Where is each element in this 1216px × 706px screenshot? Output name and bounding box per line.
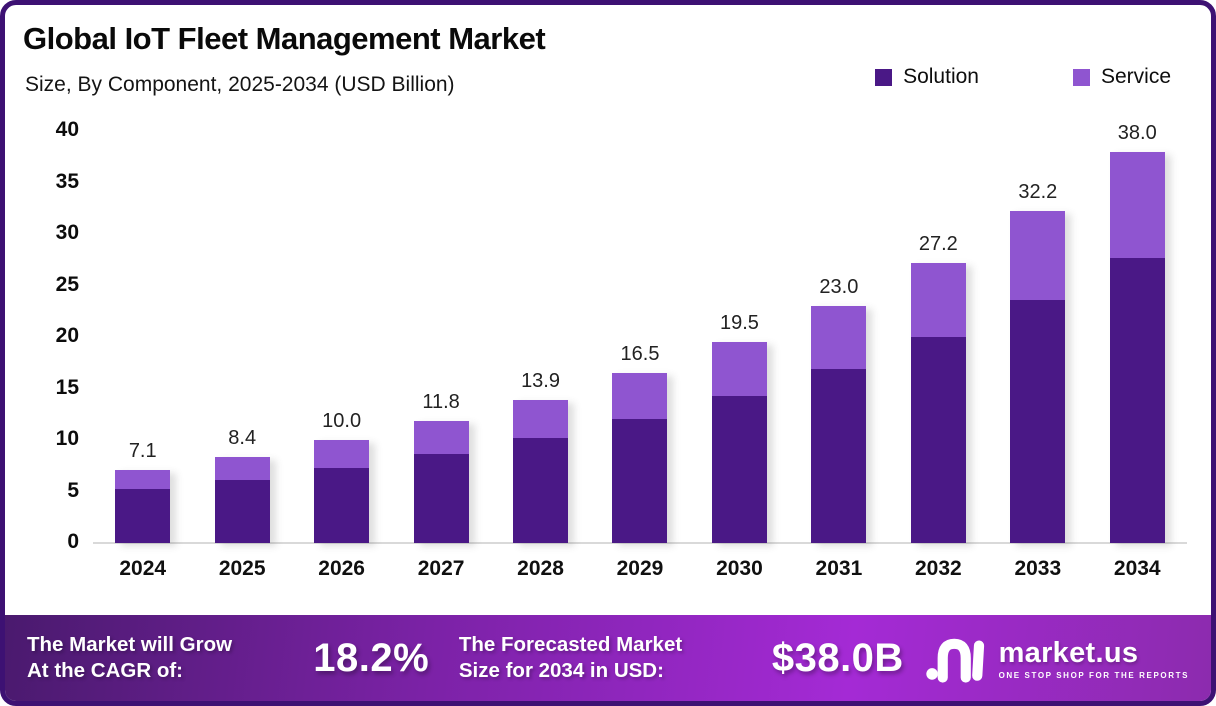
x-label-2027: 2027 [417,557,465,580]
y-tick-40: 40 [55,118,79,141]
bar-2028: 13.9 [491,131,590,543]
service-segment [513,399,569,438]
page-subtitle: Size, By Component, 2025-2034 (USD Billi… [25,73,455,96]
bar-stack [413,421,469,543]
forecast-label: The Forecasted Market Size for 2034 in U… [458,633,683,682]
solution-segment [811,368,867,543]
service-swatch-icon [1072,68,1090,86]
bar-stack [513,399,569,543]
service-segment [711,342,767,396]
bar-total-label: 38.0 [1117,121,1157,144]
x-label-2026: 2026 [318,557,365,580]
solution-segment [314,467,370,543]
footer-banner: The Market will Grow At the CAGR of: 18.… [5,615,1211,701]
page-title: Global IoT Fleet Management Market [23,21,546,56]
x-axis-labels: 2024 2025 2026 2027 2028 2029 2030 2031 2032 2033… [93,557,1187,581]
x-label-2032: 2032 [914,557,962,580]
legend-label-service: Service [1100,65,1171,88]
bar-total-label: 32.2 [1018,181,1058,204]
solution-segment [910,337,966,543]
bar-total-label: 19.5 [719,312,759,335]
bar-stack [910,262,966,543]
bar-2031: 23.0 [789,131,888,543]
bar-2033: 32.2 [988,131,1087,543]
legend-item-solution: Solution [875,65,979,89]
bar-stack [612,373,668,543]
bar-total-label: 13.9 [521,369,560,392]
x-label-2034: 2034 [1113,557,1161,580]
bar-total-label: 11.8 [422,391,460,414]
x-axis-baseline [93,542,1187,544]
bar-stack [711,342,767,543]
bar-stack [314,440,370,543]
brand-logo: market.us ONE STOP SHOP FOR THE REPORTS [925,631,1189,685]
bar-2030: 19.5 [690,131,789,543]
bar-total-label: 8.4 [228,426,257,449]
solution-segment [612,419,668,543]
brand-text: market.us ONE STOP SHOP FOR THE REPORTS [999,637,1189,680]
legend-label-solution: Solution [903,65,979,88]
bar-stack [1109,151,1165,543]
bar-total-label: 16.5 [620,343,660,366]
service-segment [1109,151,1165,258]
y-tick-5: 5 [67,478,79,502]
solution-segment [115,489,171,543]
solution-segment [1010,299,1066,543]
y-tick-20: 20 [55,324,79,347]
cagr-value: 18.2% [313,635,430,680]
y-tick-0: 0 [67,530,79,553]
bar-2026: 10.0 [292,131,391,543]
bar-2029: 16.5 [590,131,689,543]
legend: Solution Service [875,65,1171,89]
y-tick-10: 10 [55,427,79,450]
service-segment [1010,211,1066,300]
bar-chart-plot: 7.1 8.4 10.0 11.8 13.9 16.5 19.5 23.0 27.2 32.2 38… [93,122,1187,543]
forecast-value: $38.0B [771,635,904,680]
x-label-2029: 2029 [616,557,664,580]
solution-segment [513,437,569,543]
solution-segment [214,480,270,543]
service-segment [214,456,270,481]
bar-total-label: 23.0 [819,276,859,299]
bar-total-label: 27.2 [918,232,958,255]
service-segment [811,306,867,369]
service-segment [115,469,171,490]
bar-total-label: 10.0 [322,410,362,433]
solution-swatch-icon [875,68,893,86]
bar-stack [115,469,171,543]
x-label-2028: 2028 [517,557,564,580]
x-label-2030: 2030 [716,557,763,580]
bar-2025: 8.4 [192,131,291,543]
bar-total-label: 7.1 [128,439,157,462]
y-tick-35: 35 [55,169,79,193]
y-tick-25: 25 [55,272,79,296]
bar-stack [1010,211,1066,543]
solution-segment [1109,257,1165,543]
solution-segment [711,395,767,543]
legend-item-service: Service [1072,65,1171,89]
bar-2034: 38.0 [1088,122,1187,543]
y-tick-30: 30 [55,221,79,244]
cagr-label: The Market will Grow At the CAGR of: [27,633,233,682]
x-label-2033: 2033 [1014,557,1062,580]
brand-name: market.us [998,636,1139,669]
service-segment [314,440,370,468]
bar-stack [811,306,867,543]
y-tick-15: 15 [55,375,79,399]
x-label-2031: 2031 [815,557,863,580]
bar-stack [214,456,270,543]
y-axis: 0 5 10 15 20 25 30 35 40 [5,5,79,621]
service-segment [910,262,966,337]
market-us-logo-icon [925,638,984,683]
x-label-2025: 2025 [218,557,266,580]
bar-2027: 11.8 [391,131,490,543]
brand-tagline: ONE STOP SHOP FOR THE REPORTS [998,670,1190,680]
bar-2032: 27.2 [889,131,988,543]
service-segment [612,373,668,420]
solution-segment [413,454,469,543]
bar-2024: 7.1 [93,131,192,543]
service-segment [413,421,469,455]
x-label-2024: 2024 [119,557,167,580]
